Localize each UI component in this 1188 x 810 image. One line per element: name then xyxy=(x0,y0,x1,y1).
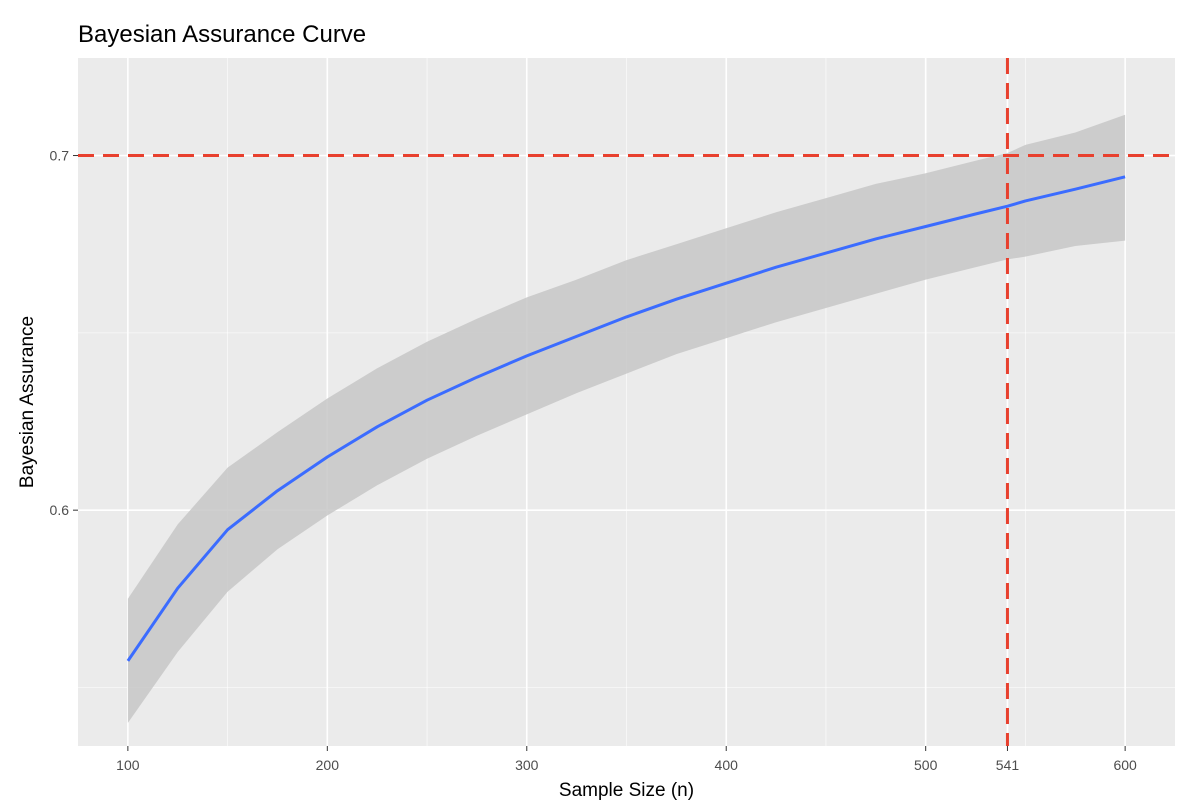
assurance-curve xyxy=(126,175,1126,662)
chart-title: Bayesian Assurance Curve xyxy=(78,21,366,48)
reference-line-layer xyxy=(78,58,1175,746)
assurance-line-layer xyxy=(126,175,1126,662)
x-tick-label: 541 xyxy=(996,757,1020,773)
confidence-band xyxy=(127,114,1126,723)
x-tick-label: 600 xyxy=(1113,757,1137,773)
x-axis-title: Sample Size (n) xyxy=(559,780,694,801)
x-tick-label: 400 xyxy=(715,757,739,773)
y-axis-ticks: 0.6 0.7 xyxy=(50,148,78,518)
y-tick-label: 0.7 xyxy=(50,148,70,164)
y-axis-title: Bayesian Assurance xyxy=(17,316,38,488)
x-tick-label: 500 xyxy=(914,757,938,773)
x-tick-label: 100 xyxy=(116,757,140,773)
y-tick-label: 0.6 xyxy=(50,502,70,518)
x-tick-label: 200 xyxy=(316,757,340,773)
x-tick-label: 300 xyxy=(515,757,539,773)
confidence-band-layer xyxy=(127,114,1126,723)
x-axis-ticks: 100 200 300 400 500 541 600 xyxy=(116,746,1137,773)
